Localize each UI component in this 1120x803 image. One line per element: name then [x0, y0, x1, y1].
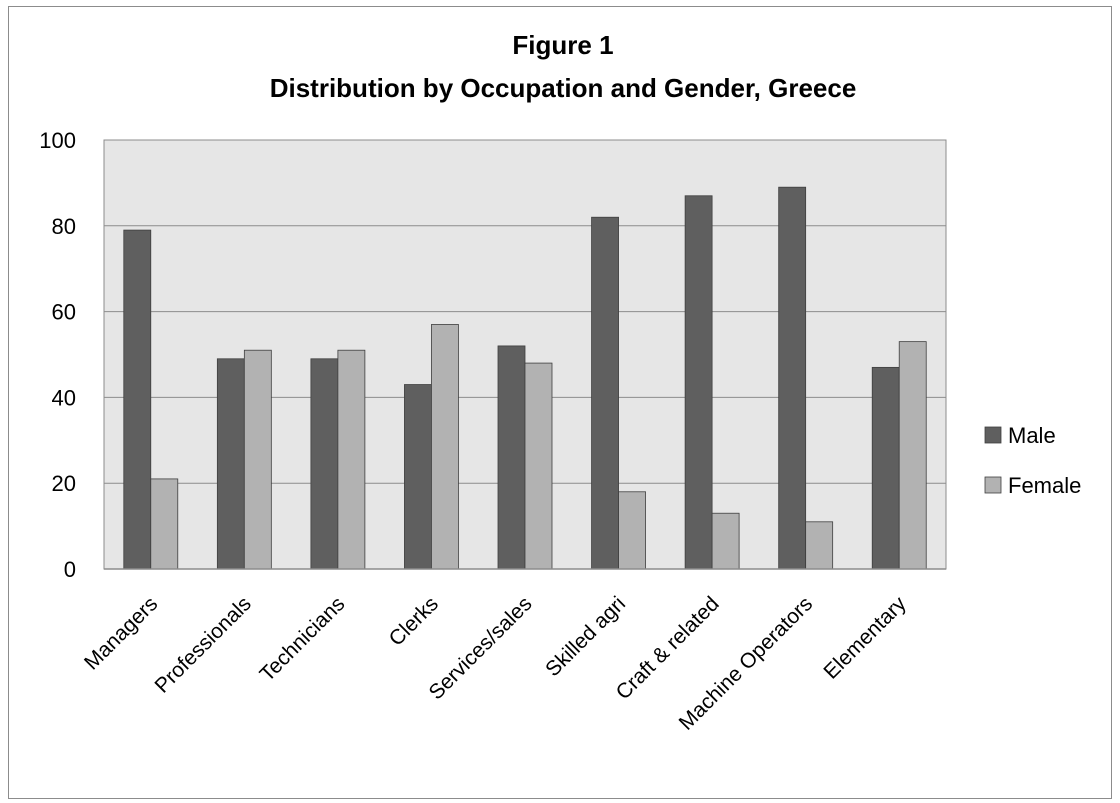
bar-female	[711, 512, 740, 570]
bar-male	[497, 345, 526, 570]
bar-female	[337, 349, 366, 570]
legend: Male Female	[984, 423, 1081, 498]
legend-swatch-male	[984, 426, 1002, 444]
x-tick-label: Skilled agri	[541, 592, 630, 681]
x-tick-label: Elementary	[819, 592, 911, 684]
bar-male	[871, 366, 900, 570]
bar-female	[805, 521, 834, 570]
bar-female	[243, 349, 272, 570]
bars	[123, 186, 927, 570]
bar-female	[524, 362, 553, 570]
bar-female	[431, 324, 459, 570]
bar-female	[150, 478, 179, 570]
bar-female	[618, 491, 646, 570]
bar-male	[684, 195, 713, 570]
y-tick-label: 20	[52, 471, 76, 496]
bar-female	[898, 341, 927, 570]
y-tick-label: 60	[52, 300, 76, 325]
bar-male	[778, 186, 807, 570]
bar-male	[310, 358, 339, 570]
y-tick-label: 80	[52, 214, 76, 239]
y-tick-label: 40	[52, 385, 76, 410]
legend-label-male: Male	[1008, 423, 1056, 448]
y-tick-label: 100	[39, 128, 76, 153]
x-tick-label: Managers	[80, 592, 162, 674]
bar-male	[591, 216, 619, 570]
x-tick-label: Clerks	[385, 592, 443, 650]
bar-male	[404, 384, 432, 570]
y-tick-label: 0	[64, 557, 76, 582]
x-tick-label: Professionals	[150, 592, 255, 697]
legend-label-female: Female	[1008, 473, 1081, 498]
bar-male	[216, 358, 245, 570]
chart-title: Figure 1	[512, 30, 613, 60]
bar-male	[123, 229, 152, 570]
x-tick-label: Technicians	[256, 592, 350, 686]
legend-swatch-female	[984, 476, 1002, 494]
y-axis-ticks: 0 20 40 60 80 100	[39, 128, 76, 582]
chart-subtitle: Distribution by Occupation and Gender, G…	[270, 73, 857, 103]
